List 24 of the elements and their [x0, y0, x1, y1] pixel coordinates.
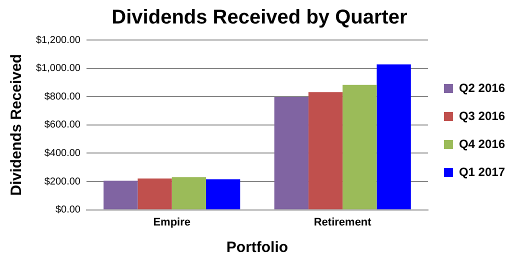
legend-label: Q3 2016 — [458, 108, 506, 123]
y-tick-label: $1,000.00 — [36, 63, 81, 74]
y-axis-title: Dividends Received — [8, 54, 26, 196]
x-tick-label: Empire — [153, 216, 191, 228]
legend-label: Q1 2017 — [458, 164, 506, 179]
y-tick-label: $800.00 — [44, 91, 81, 102]
y-tick-label: $0.00 — [55, 204, 81, 216]
x-axis-title: Portfolio — [226, 239, 288, 256]
y-tick-label: $600.00 — [44, 120, 81, 131]
chart-title: Dividends Received by Quarter — [112, 6, 408, 29]
y-tick-label: $400.00 — [44, 148, 81, 159]
bar — [376, 64, 411, 210]
bar — [308, 92, 343, 210]
legend-label: Q2 2016 — [458, 80, 506, 95]
y-tick-label: $1,200.00 — [36, 34, 81, 46]
x-tick-label: Retirement — [314, 216, 372, 228]
legend-label: Q4 2016 — [458, 136, 506, 151]
bar — [104, 180, 138, 210]
bar — [342, 84, 377, 210]
bar — [138, 178, 172, 210]
bar — [172, 177, 206, 210]
bar — [274, 97, 308, 210]
bar — [206, 179, 240, 210]
y-tick-label: $200.00 — [44, 176, 81, 188]
